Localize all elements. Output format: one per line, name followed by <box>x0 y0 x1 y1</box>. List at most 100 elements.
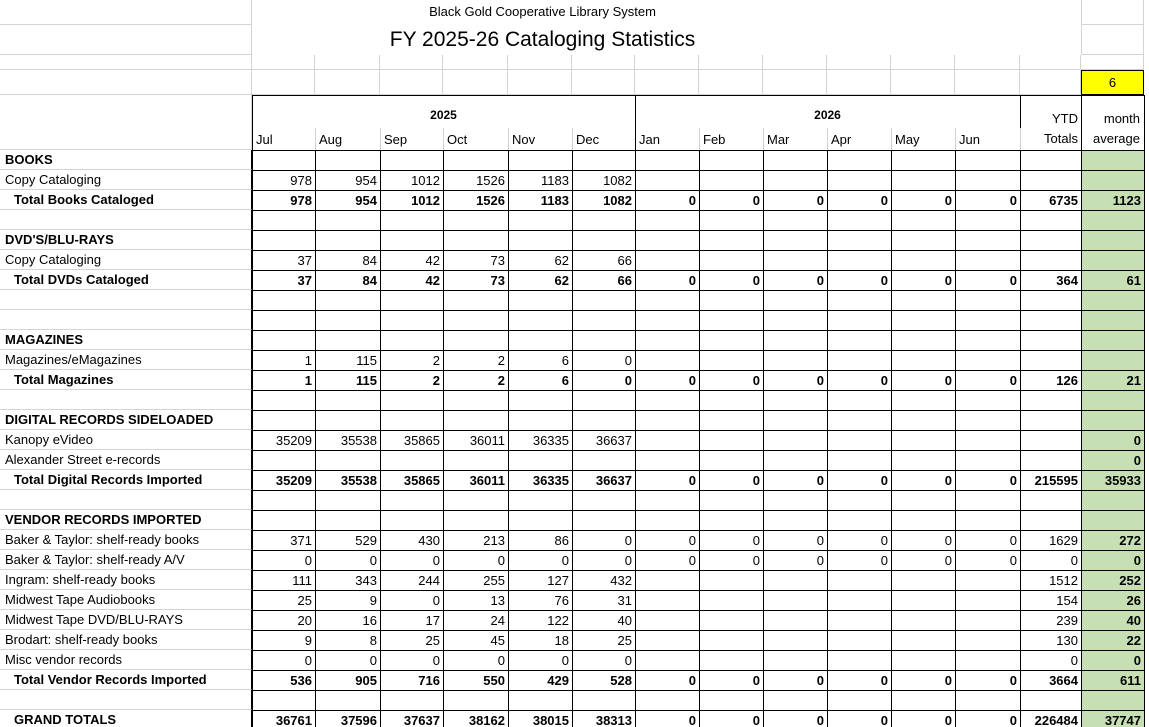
grid-cell <box>827 55 891 70</box>
value-cell: 73 <box>443 250 509 271</box>
value-cell: 0 <box>1081 650 1145 671</box>
row-label-cell: Total Digital Records Imported <box>0 470 252 490</box>
value-cell <box>635 250 700 271</box>
value-cell <box>1081 230 1145 251</box>
value-cell <box>827 490 892 511</box>
value-cell: 0 <box>827 710 892 727</box>
value-cell <box>891 290 956 311</box>
row-label-cell: Total Vendor Records Imported <box>0 670 252 690</box>
value-cell: 130 <box>1020 630 1082 651</box>
grid-cell <box>443 70 508 95</box>
value-cell <box>1081 390 1145 411</box>
value-cell: 6 <box>508 370 573 391</box>
value-cell <box>763 290 828 311</box>
row-label-cell: VENDOR RECORDS IMPORTED <box>0 510 252 530</box>
value-cell: 0 <box>891 670 956 691</box>
value-cell: 35209 <box>252 470 316 491</box>
value-cell <box>891 170 956 191</box>
value-cell: 0 <box>315 650 381 671</box>
value-cell <box>508 150 573 171</box>
value-cell: 0 <box>827 470 892 491</box>
value-cell <box>891 250 956 271</box>
value-cell <box>699 290 764 311</box>
value-cell <box>635 490 700 511</box>
value-cell <box>315 450 381 471</box>
value-cell: 1012 <box>380 170 444 191</box>
value-cell: 0 <box>891 550 956 571</box>
value-cell <box>827 150 892 171</box>
value-cell <box>827 330 892 351</box>
grid-cell <box>1020 70 1081 95</box>
grid-cell <box>763 55 827 70</box>
value-cell <box>572 390 636 411</box>
value-cell: 115 <box>315 370 381 391</box>
value-cell <box>635 610 700 631</box>
value-cell <box>955 630 1021 651</box>
value-cell <box>699 570 764 591</box>
value-cell <box>827 450 892 471</box>
value-cell: 0 <box>572 370 636 391</box>
grid-cell <box>443 55 508 70</box>
value-cell <box>891 610 956 631</box>
value-cell: 0 <box>635 530 700 551</box>
row-label-cell: Baker & Taylor: shelf-ready books <box>0 530 252 550</box>
grid-cell <box>955 55 1020 70</box>
value-cell <box>955 330 1021 351</box>
value-cell <box>827 690 892 711</box>
value-cell <box>1081 310 1145 331</box>
grid-line <box>380 128 381 150</box>
row-label-cell <box>0 310 252 330</box>
value-cell: 38162 <box>443 710 509 727</box>
value-cell: 364 <box>1020 270 1082 291</box>
grid-cell <box>827 70 891 95</box>
value-cell <box>699 610 764 631</box>
value-cell <box>572 210 636 231</box>
value-cell <box>1081 150 1145 171</box>
value-cell <box>955 290 1021 311</box>
grid-cell <box>0 55 252 70</box>
value-cell <box>891 390 956 411</box>
value-cell <box>763 690 828 711</box>
value-cell: 0 <box>955 190 1021 211</box>
month-header: Nov <box>512 132 536 147</box>
grid-cell <box>1081 25 1144 55</box>
ytd-header: Totals <box>1044 131 1078 146</box>
value-cell <box>380 510 444 531</box>
value-cell <box>443 310 509 331</box>
value-cell: 154 <box>1020 590 1082 611</box>
value-cell: 37 <box>252 250 316 271</box>
value-cell <box>1081 290 1145 311</box>
row-label-cell: Ingram: shelf-ready books <box>0 570 252 590</box>
value-cell: 38313 <box>572 710 636 727</box>
row-label-cell <box>0 490 252 510</box>
value-cell <box>1020 450 1082 471</box>
value-cell <box>891 230 956 251</box>
row-label-cell: GRAND TOTALS <box>0 710 252 727</box>
value-cell: 0 <box>763 370 828 391</box>
value-cell: 0 <box>827 270 892 291</box>
value-cell <box>380 330 444 351</box>
value-cell: 45 <box>443 630 509 651</box>
value-cell: 905 <box>315 670 381 691</box>
value-cell <box>635 330 700 351</box>
value-cell <box>763 250 828 271</box>
value-cell <box>635 350 700 371</box>
value-cell <box>891 150 956 171</box>
value-cell: 430 <box>380 530 444 551</box>
value-cell <box>763 610 828 631</box>
value-cell: 528 <box>572 670 636 691</box>
grid-cell <box>508 70 572 95</box>
grid-line <box>827 128 828 150</box>
value-cell: 0 <box>891 190 956 211</box>
year-label: 2025 <box>430 108 457 122</box>
value-cell <box>508 290 573 311</box>
value-cell: 73 <box>443 270 509 291</box>
value-cell: 42 <box>380 270 444 291</box>
grid-cell <box>252 70 315 95</box>
value-cell: 35865 <box>380 430 444 451</box>
grid-cell <box>891 55 955 70</box>
value-cell <box>572 290 636 311</box>
value-cell: 0 <box>1081 430 1145 451</box>
grid-cell <box>508 55 572 70</box>
value-cell <box>508 510 573 531</box>
